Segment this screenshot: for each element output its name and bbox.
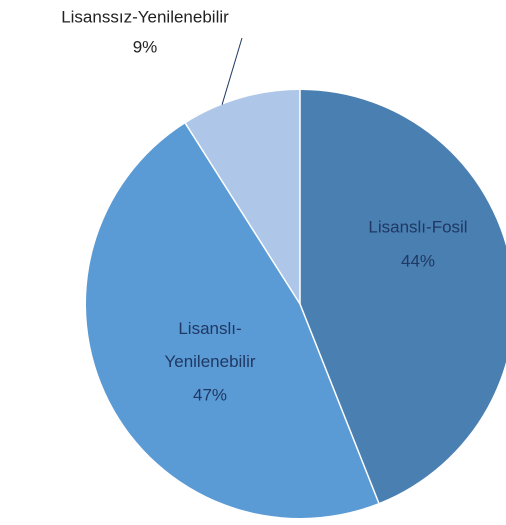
slice-category-label: Lisanslı-Yenilenebilir — [164, 319, 255, 371]
pie-slice — [185, 90, 300, 304]
slice-border — [184, 122, 301, 305]
slice-value-label: 44% — [401, 251, 435, 270]
slice-value-label: 47% — [193, 385, 227, 404]
pie-slice — [300, 90, 506, 503]
slice-border — [299, 303, 380, 504]
leader-line — [221, 37, 243, 105]
slice-category-label: Lisanssız-Yenilenebilir — [61, 7, 229, 26]
slice-category-label: Lisanslı-Fosil — [368, 217, 467, 236]
slice-value-label: 9% — [133, 37, 158, 56]
pie-slice — [85, 123, 379, 519]
